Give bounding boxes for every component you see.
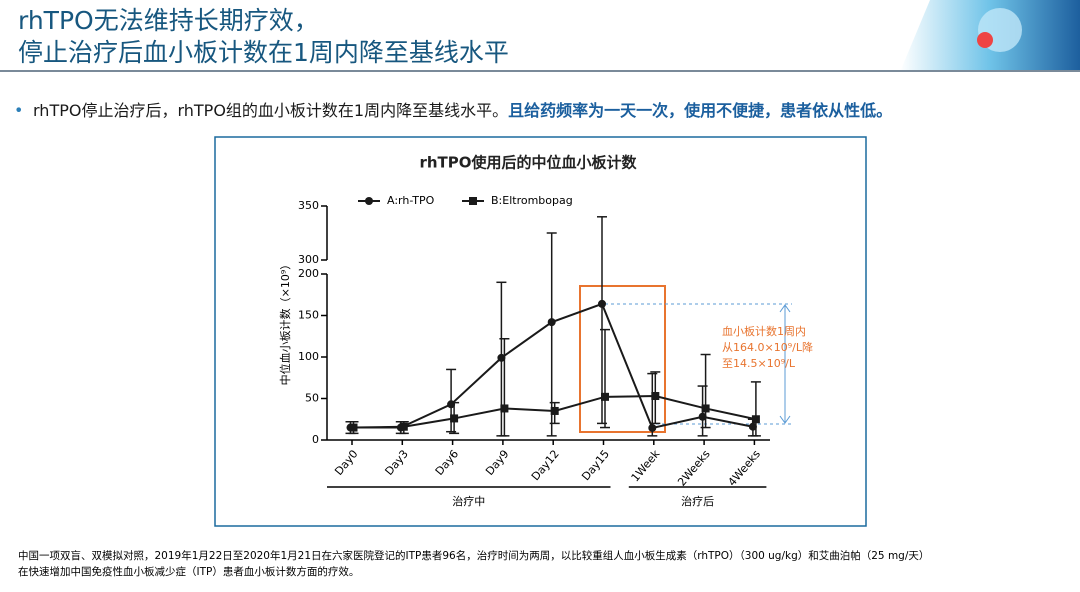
highlight-box [579,285,666,433]
point [751,415,760,424]
x-tick-label: Day0 [332,448,360,478]
point [598,299,606,308]
point [698,412,707,421]
annotation: 至14.5×10⁹/L [722,357,796,370]
bullet-dot: • [14,101,23,120]
chart-frame [214,136,867,527]
footnote: 中国一项双盲、双模拟对照，2019年1月22日至2020年1月21日在六家医院登… [18,549,929,562]
group-label: 治疗后 [681,494,714,508]
group-label: 治疗中 [452,494,485,508]
annotation: 血小板计数1周内 [722,324,806,338]
y-tick-label: 150 [298,309,319,322]
y-axis-label: 中位血小板计数（×10⁹） [278,259,292,386]
legend-label: A:rh-TPO [387,194,435,207]
point [701,404,710,413]
y-tick-label: 0 [312,433,319,446]
x-tick-label: Day9 [483,448,511,478]
point [601,392,609,401]
y-tick-label: 50 [305,392,319,405]
bullet-text: rhTPO停止治疗后，rhTPO组的血小板计数在1周内降至基线水平。 [33,101,508,120]
point [748,422,757,431]
bullet: rhTPO停止治疗后，rhTPO组的血小板计数在1周内降至基线水平。且给药频率为… [33,101,892,120]
point [651,392,660,401]
x-tick-label: Day6 [433,448,461,478]
annotation: 从164.0×10⁹/L降 [722,340,813,354]
title: 停止治疗后血小板计数在1周内降至基线水平 [18,38,509,67]
chart-title: rhTPO使用后的中位血小板计数 [419,154,637,172]
point [547,318,556,327]
point [497,353,506,362]
arrow-head [779,304,791,424]
point [648,423,657,432]
y-tick-label: 100 [298,350,319,363]
y-tick-label: 300 [298,253,319,266]
y-tick-label: 350 [298,199,319,212]
point [450,414,459,423]
legend-label: B:Eltrombopag [491,194,573,207]
x-tick-label: Day3 [382,448,410,478]
point [399,422,408,431]
x-tick-label: 4Weeks [725,447,763,488]
decoration [977,32,993,48]
point [550,406,559,415]
x-tick-label: 2Weeks [675,447,713,488]
legend-marker [469,197,477,205]
point [349,423,358,432]
title: rhTPO无法维持长期疗效， [18,6,319,35]
y-tick-label: 200 [298,267,319,280]
point [500,404,509,413]
x-tick-label: 1Week [629,447,663,484]
x-tick-label: Day12 [529,448,562,484]
bullet-emphasis: 且给药频率为一天一次，使用不便捷，患者依从性低。 [508,101,892,120]
legend-marker [365,197,373,205]
x-tick-label: Day15 [579,448,612,484]
footnote: 在快速增加中国免疫性血小板减少症（ITP）患者血小板计数方面的疗效。 [18,565,359,578]
